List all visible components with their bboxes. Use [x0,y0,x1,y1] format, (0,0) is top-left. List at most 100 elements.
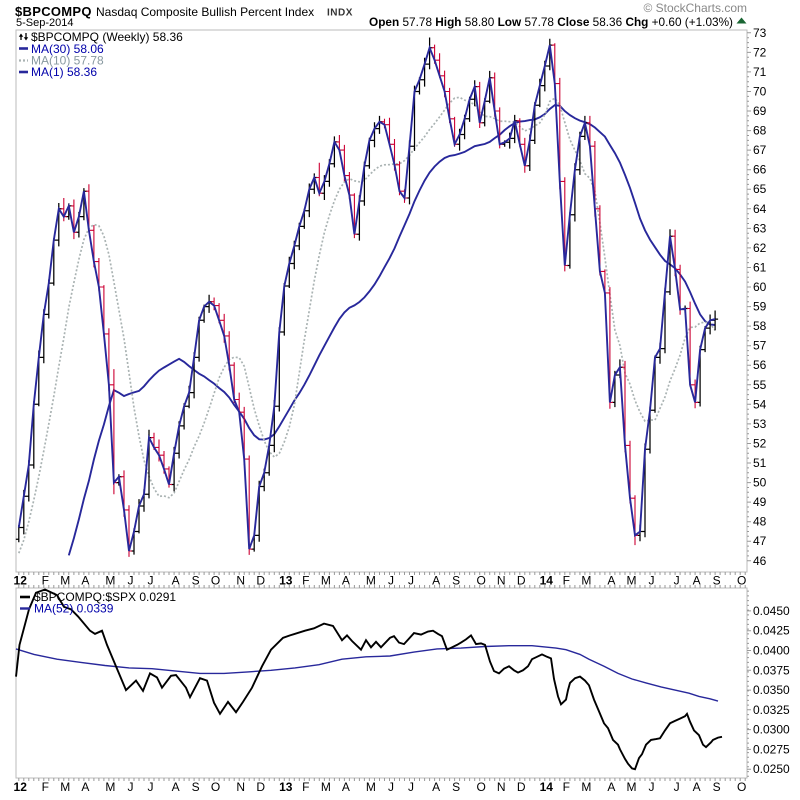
svg-text:0.0375: 0.0375 [753,663,790,677]
svg-text:J: J [649,780,655,794]
svg-text:48: 48 [753,515,767,529]
svg-text:0.0450: 0.0450 [753,604,790,618]
svg-text:© StockCharts.com: © StockCharts.com [643,1,747,15]
svg-text:60: 60 [753,280,767,294]
svg-text:S: S [452,574,460,588]
svg-text:71: 71 [753,65,767,79]
svg-text:61: 61 [753,261,767,275]
svg-text:58: 58 [753,319,767,333]
svg-text:F: F [563,780,570,794]
svg-text:Open 57.78 High 58.80 Low 57.7: Open 57.78 High 58.80 Low 57.78 Close 58… [369,15,733,29]
svg-text:A: A [342,780,350,794]
svg-text:50: 50 [753,476,767,490]
svg-text:N: N [236,780,245,794]
svg-text:O: O [737,780,746,794]
svg-text:S: S [713,780,721,794]
svg-text:M: M [581,780,591,794]
svg-text:A: A [81,780,89,794]
svg-text:J: J [388,780,394,794]
svg-text:J: J [128,780,134,794]
svg-text:0.0400: 0.0400 [753,644,790,658]
svg-text:M: M [581,574,591,588]
svg-text:M: M [105,574,115,588]
svg-text:M: M [321,574,331,588]
svg-text:0.0250: 0.0250 [753,762,790,776]
svg-text:70: 70 [753,85,767,99]
svg-text:O: O [211,574,220,588]
svg-text:49: 49 [753,495,767,509]
svg-text:J: J [674,780,680,794]
svg-text:A: A [432,780,440,794]
svg-text:D: D [517,574,526,588]
svg-text:0.0350: 0.0350 [753,683,790,697]
svg-text:$BPCOMPQ (Weekly) 58.36: $BPCOMPQ (Weekly) 58.36 [31,30,183,44]
svg-text:56: 56 [753,358,767,372]
svg-text:54: 54 [753,397,767,411]
svg-text:J: J [148,780,154,794]
svg-text:F: F [302,780,309,794]
svg-text:$BPCOMPQ:$SPX 0.0291: $BPCOMPQ:$SPX 0.0291 [34,590,176,604]
svg-text:0.0325: 0.0325 [753,703,790,717]
svg-text:J: J [408,780,414,794]
svg-text:M: M [321,780,331,794]
svg-text:F: F [42,780,49,794]
svg-text:69: 69 [753,104,767,118]
svg-text:S: S [713,574,721,588]
svg-text:M: M [366,574,376,588]
svg-text:52: 52 [753,437,767,451]
svg-text:0.0425: 0.0425 [753,624,790,638]
svg-text:13: 13 [279,780,293,794]
svg-text:MA(10) 57.78: MA(10) 57.78 [31,54,104,68]
svg-text:M: M [60,780,70,794]
svg-text:N: N [497,780,506,794]
svg-text:72: 72 [753,45,767,59]
svg-text:A: A [342,574,350,588]
svg-text:5-Sep-2014: 5-Sep-2014 [16,17,74,29]
svg-text:64: 64 [753,202,767,216]
svg-text:0.0300: 0.0300 [753,723,790,737]
svg-text:68: 68 [753,124,767,138]
svg-text:A: A [693,574,701,588]
svg-text:MA(1) 58.36: MA(1) 58.36 [31,65,97,79]
svg-text:J: J [148,574,154,588]
svg-text:13: 13 [279,574,293,588]
svg-text:14: 14 [540,780,554,794]
svg-text:A: A [607,574,615,588]
svg-text:D: D [256,780,265,794]
svg-text:O: O [477,780,486,794]
svg-text:O: O [477,574,486,588]
svg-text:62: 62 [753,241,767,255]
svg-text:59: 59 [753,300,767,314]
svg-text:14: 14 [540,574,554,588]
svg-text:J: J [128,574,134,588]
svg-text:D: D [517,780,526,794]
svg-text:12: 12 [14,780,28,794]
svg-text:Nasdaq Composite Bullish Perce: Nasdaq Composite Bullish Percent Index [96,5,314,19]
svg-text:MA(52) 0.0339: MA(52) 0.0339 [34,602,114,616]
svg-text:MA(30) 58.06: MA(30) 58.06 [31,42,104,56]
svg-text:66: 66 [753,163,767,177]
svg-text:J: J [674,574,680,588]
svg-text:57: 57 [753,339,767,353]
svg-text:O: O [211,780,220,794]
svg-text:D: D [256,574,265,588]
svg-text:46: 46 [753,554,767,568]
svg-text:F: F [42,574,49,588]
svg-text:A: A [432,574,440,588]
svg-text:O: O [737,574,746,588]
svg-text:0.0275: 0.0275 [753,742,790,756]
svg-text:51: 51 [753,456,767,470]
svg-text:N: N [497,574,506,588]
svg-text:A: A [607,780,615,794]
svg-text:INDX: INDX [327,8,353,19]
svg-text:S: S [192,780,200,794]
svg-text:M: M [105,780,115,794]
svg-text:M: M [627,574,637,588]
svg-text:S: S [452,780,460,794]
svg-text:J: J [388,574,394,588]
svg-text:12: 12 [14,574,28,588]
svg-text:A: A [81,574,89,588]
svg-text:J: J [408,574,414,588]
svg-text:47: 47 [753,534,767,548]
svg-text:N: N [236,574,245,588]
